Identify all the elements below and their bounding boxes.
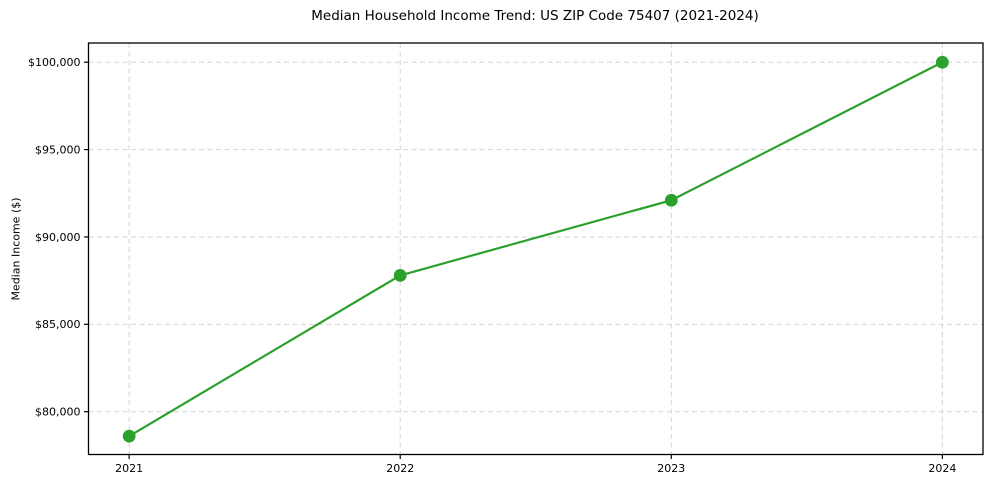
x-tick-label: 2023 [657,462,685,475]
axes-spines [87,42,984,456]
y-tick-label: $85,000 [35,318,81,331]
y-tick-label: $80,000 [35,405,81,418]
x-tick-label: 2024 [928,462,956,475]
x-tick-label: 2021 [115,462,143,475]
data-point-2023 [664,193,678,207]
y-tick-label: $100,000 [28,56,81,69]
data-point-2021 [122,429,136,443]
y-tick-label: $90,000 [35,231,81,244]
chart-title: Median Household Income Trend: US ZIP Co… [311,8,759,24]
data-point-2024 [935,55,949,69]
x-tick-label: 2022 [386,462,414,475]
y-tick-label: $95,000 [35,143,81,156]
data-point-2022 [393,268,407,282]
trend-line [128,61,944,438]
